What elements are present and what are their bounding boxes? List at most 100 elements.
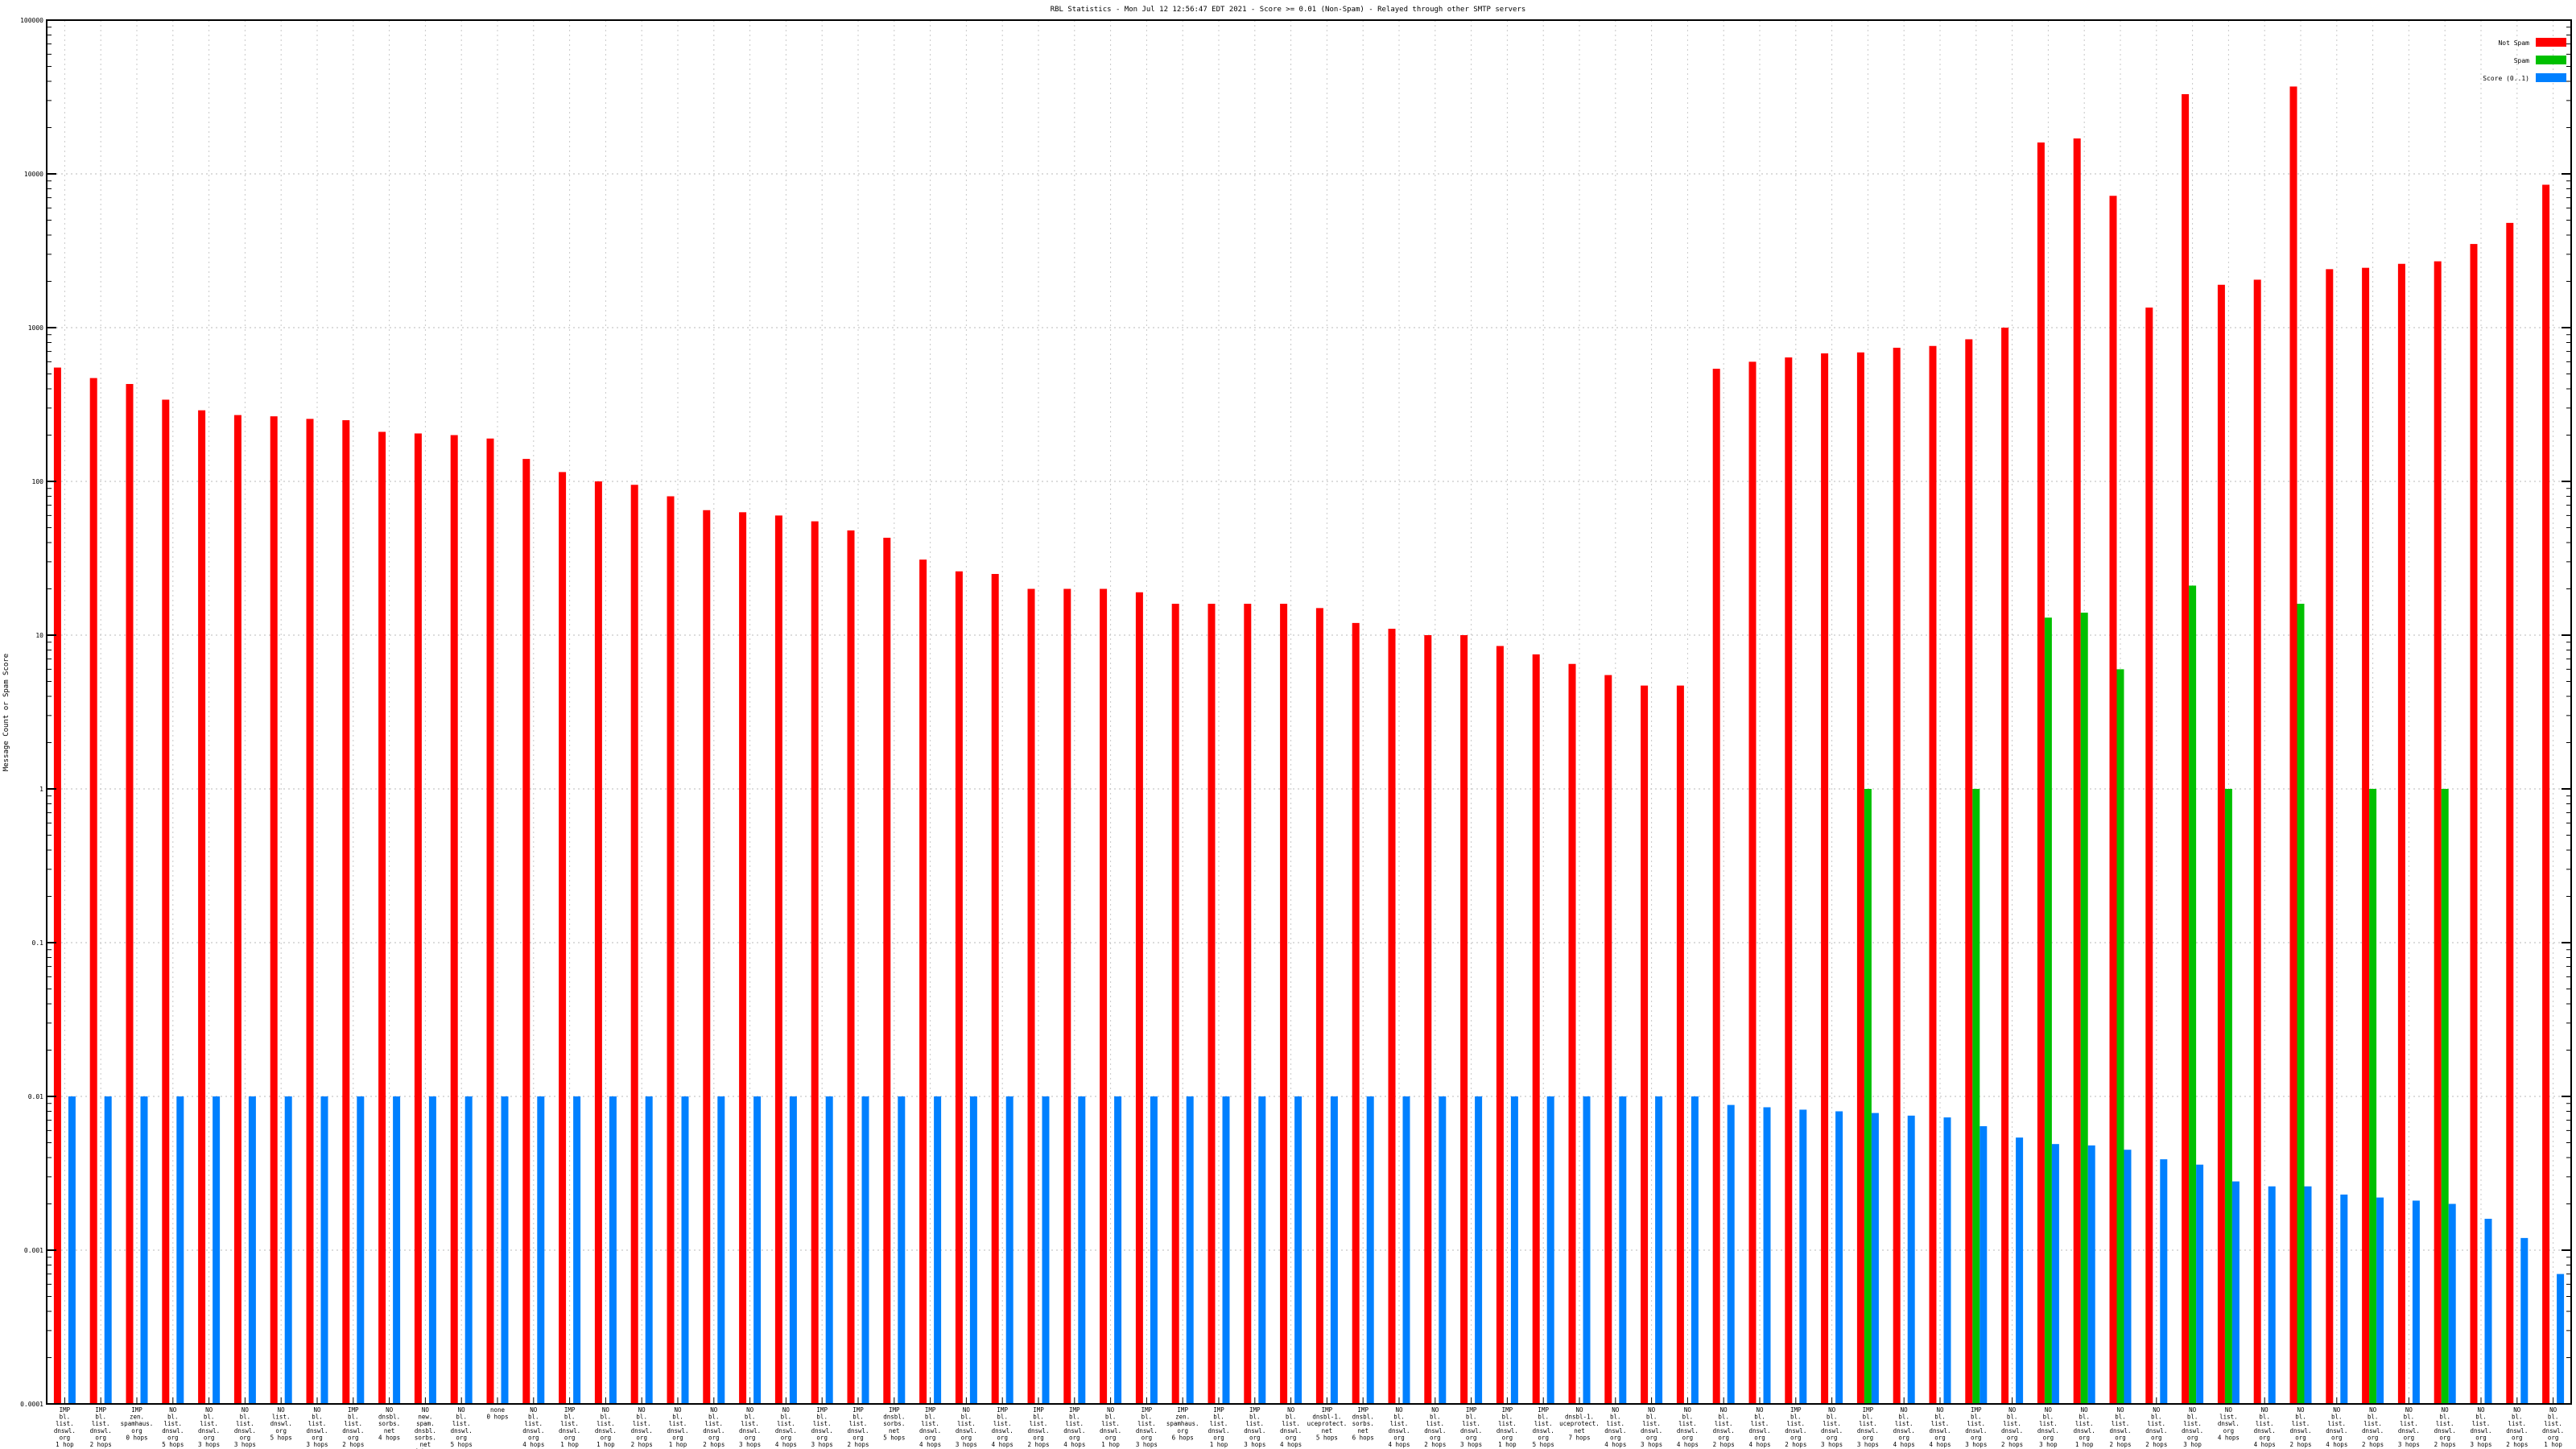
x-category-label-line: 1 hop: [1498, 1441, 1517, 1448]
x-category-label-line: list.: [1390, 1420, 1409, 1427]
bar-score: [1546, 1096, 1554, 1404]
x-category-label-line: 2 hops: [2109, 1441, 2131, 1448]
x-category-label-line: dnswl.: [1027, 1427, 1049, 1435]
x-category-label: NO bl. list. dnswl. org 5 hops: [451, 1406, 473, 1448]
x-category-label-line: list.: [1426, 1420, 1445, 1427]
x-category-label-line: org: [925, 1434, 936, 1441]
x-category-label: NO bl. list. dnswl. org 2 hops: [2001, 1406, 2023, 1448]
x-category-label: NO bl. list. dnswl. org 3 hops: [2470, 1406, 2491, 1448]
bar-not-spam: [1821, 353, 1829, 1405]
bar-not-spam: [2109, 196, 2117, 1404]
legend: Not Spam Spam Score (0..1): [2483, 38, 2566, 82]
x-category-label-line: bl.: [528, 1414, 539, 1421]
bar-score: [1943, 1117, 1951, 1404]
x-category-label-line: list.: [1895, 1420, 1913, 1427]
bar-spam: [2189, 585, 2197, 1404]
bar-score: [501, 1096, 509, 1404]
bar-not-spam: [2253, 279, 2261, 1404]
bar-spam: [2080, 613, 2088, 1404]
x-category-label-line: org: [1863, 1434, 1874, 1441]
bar-not-spam: [2506, 222, 2514, 1404]
bar-score: [609, 1096, 617, 1404]
x-category-label-line: org: [2439, 1434, 2450, 1441]
x-category-label-line: bl.: [1790, 1414, 1802, 1421]
x-category-label-line: NO: [782, 1406, 791, 1414]
x-category-label-line: NO: [2116, 1406, 2124, 1414]
bar-spam: [2369, 789, 2377, 1404]
x-category-label-line: NO: [2333, 1406, 2341, 1414]
bar-not-spam: [1748, 361, 1757, 1405]
x-category-label-line: org: [240, 1434, 251, 1441]
x-category-label-line: list.: [2508, 1420, 2527, 1427]
x-category-label-line: org: [636, 1434, 647, 1441]
x-category-label-line: dnswl.: [2145, 1427, 2167, 1435]
plot-frame: [46, 19, 2572, 1405]
x-category-label-line: bl.: [852, 1414, 864, 1421]
x-category-label-line: bl.: [1502, 1414, 1513, 1421]
x-category-label: NO bl. list. dnswl. org 3 hops: [234, 1406, 256, 1448]
x-category-label: IMP dnsbl-1. uceprotect. net 5 hops: [1307, 1406, 1348, 1441]
bar-score: [573, 1096, 581, 1404]
y-tick-label: 0.01: [28, 1093, 43, 1100]
x-category-label-line: list.: [1607, 1420, 1625, 1427]
x-category-label-line: org: [1033, 1434, 1044, 1441]
x-category-label-line: NO: [2405, 1406, 2413, 1414]
x-category-label-line: org: [2259, 1434, 2270, 1441]
x-category-label-line: bl.: [2512, 1414, 2523, 1421]
x-category-label-line: dnswl.: [2001, 1427, 2023, 1435]
x-category-label-line: list.: [560, 1420, 579, 1427]
x-category-label-line: dnswl.: [631, 1427, 653, 1435]
x-category-label-line: dnswl.: [2326, 1427, 2347, 1435]
bar-not-spam: [2073, 138, 2081, 1404]
x-category-label-line: dnswl.: [1533, 1427, 1554, 1435]
x-category-label-line: org: [2187, 1434, 2198, 1441]
x-category-label-line: bl.: [781, 1414, 792, 1421]
y-tick-label: 10: [35, 632, 43, 639]
x-category-label-line: IMP: [95, 1406, 106, 1414]
x-category-label-line: bl.: [1718, 1414, 1729, 1421]
x-category-label: IMP dnsbl. sorbs. net 6 hops: [1352, 1406, 1374, 1441]
bar-not-spam: [306, 419, 314, 1404]
x-category-label-line: 7 hops: [1568, 1434, 1590, 1441]
x-category-label-line: org: [528, 1434, 539, 1441]
x-category-label-line: list.: [1931, 1420, 1950, 1427]
x-category-label-line: NO: [1720, 1406, 1728, 1414]
x-category-label-line: dnswl.: [703, 1427, 724, 1435]
x-category-label: NO bl. list. dnswl. org 1 hop: [2074, 1406, 2095, 1448]
x-category-label-line: list.: [1066, 1420, 1084, 1427]
x-category-label-line: 3 hops: [1244, 1441, 1265, 1448]
x-category-label-line: NO: [2442, 1406, 2450, 1414]
bar-not-spam: [233, 415, 242, 1404]
x-category-label: NO bl. list. dnswl. org 3 hops: [1821, 1406, 1843, 1448]
x-category-label-line: bl.: [2331, 1414, 2343, 1421]
x-category-label-line: NO: [1828, 1406, 1836, 1414]
x-category-label-line: list.: [92, 1420, 110, 1427]
x-category-label-line: bl.: [2187, 1414, 2198, 1421]
x-category-label: NO dnsbl. sorbs. net 4 hops: [378, 1406, 400, 1441]
x-category-label: NO bl. list. dnswl. org 4 hops: [2326, 1406, 2347, 1448]
x-category-label-line: NO: [1287, 1406, 1295, 1414]
x-category-label-line: 1 hop: [560, 1441, 579, 1448]
x-category-label-line: bl.: [2439, 1414, 2450, 1421]
x-category-label-line: list.: [1967, 1420, 1986, 1427]
x-category-label-line: bl.: [816, 1414, 828, 1421]
bar-score: [2484, 1219, 2492, 1404]
bar-score: [104, 1096, 112, 1404]
x-category-label-line: bl.: [1069, 1414, 1080, 1421]
x-category-label-line: 4 hops: [1893, 1441, 1915, 1448]
x-category-label-line: 2 hops: [2362, 1441, 2384, 1448]
x-category-label: IMP zen. spamhaus. org 0 hops: [121, 1406, 154, 1441]
x-category-label-line: list.: [2400, 1420, 2418, 1427]
x-category-label-line: dnswl.: [1929, 1427, 1951, 1435]
x-category-label: NO bl. list. dnswl. org 1 hop: [2542, 1406, 2564, 1448]
x-category-label-line: NO: [2045, 1406, 2053, 1414]
bar-not-spam: [1244, 604, 1252, 1404]
x-category-label-line: bl.: [312, 1414, 323, 1421]
x-category-label-line: org: [1141, 1434, 1153, 1441]
x-category-label-line: bl.: [1538, 1414, 1549, 1421]
bar-score: [2196, 1164, 2204, 1404]
x-category-label-line: 5 hops: [451, 1441, 473, 1448]
grid: [47, 20, 2571, 1404]
x-category-label: NO list. dnswl. org 4 hops: [2218, 1406, 2240, 1441]
x-category-label-line: org: [1177, 1427, 1188, 1435]
